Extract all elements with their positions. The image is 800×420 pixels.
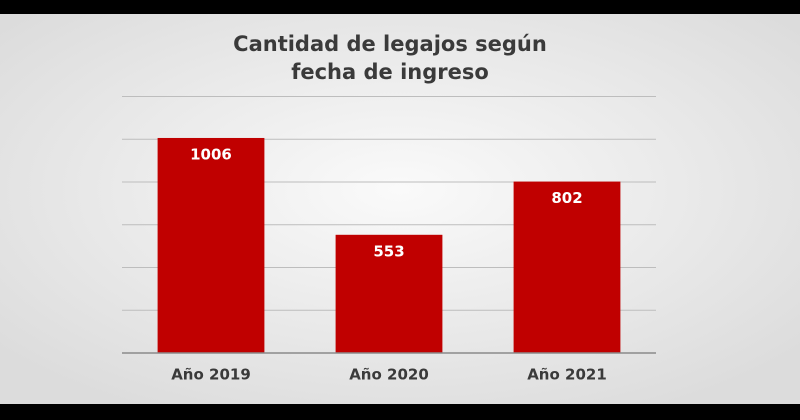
data-label: 1006 (190, 145, 232, 163)
chart-title: Cantidad de legajos según (233, 32, 547, 56)
x-tick-label: Año 2019 (171, 366, 251, 384)
bar (513, 181, 621, 353)
x-tick-label: Año 2021 (527, 366, 607, 384)
data-label: 802 (551, 189, 582, 207)
bar (335, 234, 443, 353)
x-tick-label: Año 2020 (349, 366, 429, 384)
data-label: 553 (373, 242, 404, 260)
bar (157, 137, 265, 353)
chart-title: fecha de ingreso (291, 60, 489, 84)
